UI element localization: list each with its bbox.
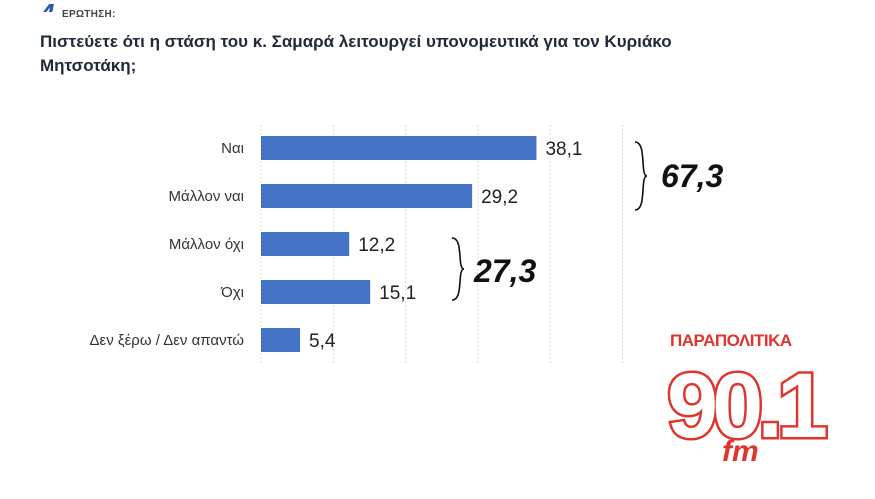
radio-logo: ΠΑΡΑΠΟΛΙΤΙΚΑ 90.1 fm: [667, 331, 826, 468]
bar: [261, 232, 349, 256]
category-label: Μάλλον ναι: [169, 188, 244, 205]
bar: [261, 184, 472, 208]
logo-suffix: fm: [722, 435, 759, 468]
logo-top-text: ΠΑΡΑΠΟΛΙΤΙΚΑ: [670, 331, 792, 350]
category-label: Όχι: [220, 284, 244, 301]
group-total-label: 27,3: [473, 253, 536, 289]
chart-bars: Ναι 38,1 Μάλλον ναι 29,2 Μάλλον όχι 12,2 Όχι 15…: [90, 136, 583, 352]
group-braces: 67,3 27,3: [452, 142, 723, 300]
category-label: Ναι: [221, 140, 244, 157]
category-label: Δεν ξέρω / Δεν απαντώ: [90, 332, 245, 349]
value-label: 5,4: [309, 331, 336, 352]
bar: [261, 328, 300, 352]
value-label: 15,1: [379, 283, 416, 304]
bar: [261, 136, 536, 160]
value-label: 29,2: [481, 187, 518, 208]
value-label: 12,2: [358, 235, 395, 256]
bar: [261, 280, 370, 304]
category-label: Μάλλον όχι: [169, 236, 244, 253]
group-brace: [452, 238, 464, 300]
group-total-label: 67,3: [661, 158, 723, 194]
value-label: 38,1: [545, 139, 582, 160]
group-brace: [635, 142, 647, 210]
